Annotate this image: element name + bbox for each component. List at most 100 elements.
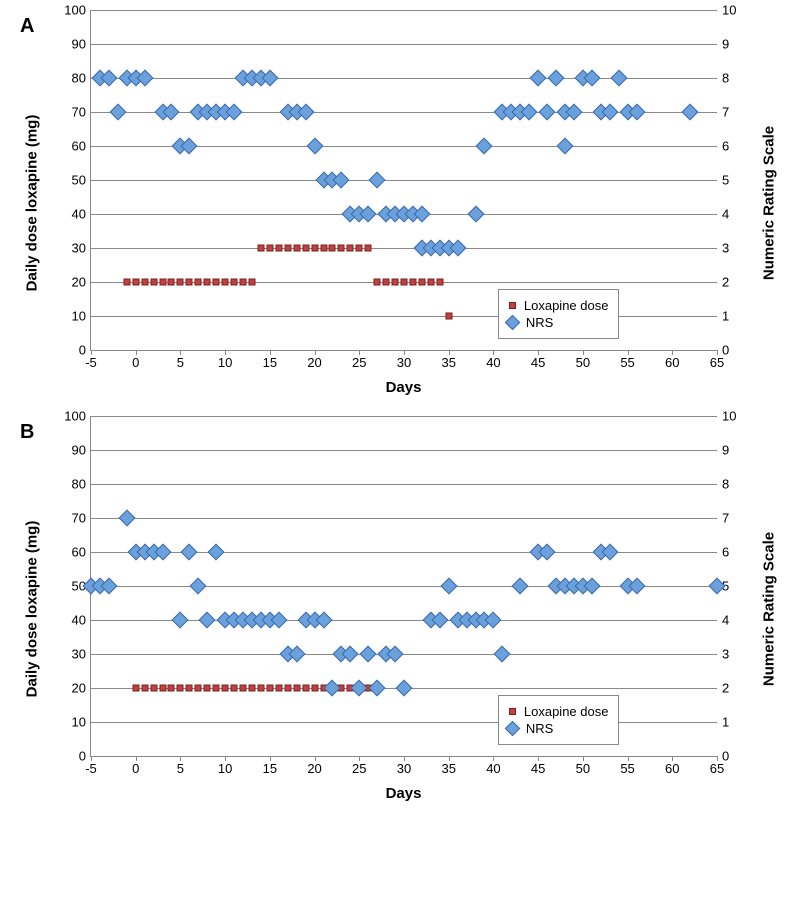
legend-label: Loxapine dose (524, 704, 609, 719)
data-point (204, 685, 211, 692)
x-tick: 15 (263, 761, 277, 776)
data-point (311, 685, 318, 692)
legend-label: NRS (526, 315, 553, 330)
data-point (396, 680, 413, 697)
square-icon (509, 708, 516, 715)
legend-label: NRS (526, 721, 553, 736)
data-point (320, 245, 327, 252)
data-point (141, 279, 148, 286)
y-tick-right: 9 (722, 443, 742, 458)
data-point (556, 138, 573, 155)
data-point (186, 279, 193, 286)
data-point (231, 685, 238, 692)
y-tick-left: 60 (61, 545, 86, 560)
legend-item: NRS (509, 315, 609, 330)
data-point (248, 279, 255, 286)
y-axis-label-left: Daily dose loxapine (mg) (24, 78, 41, 328)
x-tick: -5 (85, 355, 97, 370)
data-point (195, 685, 202, 692)
data-point (284, 245, 291, 252)
panel-label: A (20, 15, 34, 38)
x-axis-label: Days (90, 379, 717, 396)
x-tick: 0 (132, 355, 139, 370)
x-axis-label: Days (90, 785, 717, 802)
y-tick-right: 3 (722, 647, 742, 662)
y-tick-left: 0 (61, 749, 86, 764)
x-tick: 30 (397, 355, 411, 370)
y-tick-left: 40 (61, 207, 86, 222)
square-icon (509, 302, 516, 309)
data-point (360, 646, 377, 663)
data-point (512, 578, 529, 595)
x-tick: 25 (352, 761, 366, 776)
y-tick-right: 1 (722, 309, 742, 324)
x-tick: 15 (263, 355, 277, 370)
data-point (168, 685, 175, 692)
plot-area: 0102030405060708090100012345678910-50510… (90, 416, 717, 757)
y-tick-left: 90 (61, 37, 86, 52)
y-tick-right: 1 (722, 715, 742, 730)
gridline (91, 44, 717, 45)
data-point (159, 685, 166, 692)
data-point (324, 680, 341, 697)
x-tick: 5 (177, 355, 184, 370)
data-point (204, 279, 211, 286)
data-point (118, 510, 135, 527)
y-tick-left: 10 (61, 309, 86, 324)
data-point (257, 685, 264, 692)
data-point (418, 279, 425, 286)
diamond-icon (505, 315, 521, 331)
data-point (311, 245, 318, 252)
y-tick-left: 70 (61, 105, 86, 120)
y-tick-right: 4 (722, 613, 742, 628)
data-point (266, 685, 273, 692)
y-tick-left: 90 (61, 443, 86, 458)
y-tick-left: 100 (61, 3, 86, 18)
chart-panel: BDaily dose loxapine (mg)Numeric Rating … (10, 416, 777, 802)
data-point (132, 685, 139, 692)
data-point (123, 279, 130, 286)
data-point (436, 279, 443, 286)
y-tick-right: 9 (722, 37, 742, 52)
x-tick: 65 (710, 761, 724, 776)
legend: Loxapine dose NRS (498, 695, 620, 745)
plot-area: 0102030405060708090100012345678910-50510… (90, 10, 717, 351)
data-point (213, 279, 220, 286)
data-point (494, 646, 511, 663)
gridline (91, 518, 717, 519)
y-tick-left: 40 (61, 613, 86, 628)
data-point (284, 685, 291, 692)
data-point (548, 70, 565, 87)
y-tick-right: 10 (722, 409, 742, 424)
y-tick-right: 8 (722, 71, 742, 86)
y-tick-right: 8 (722, 477, 742, 492)
gridline (91, 484, 717, 485)
legend-item: Loxapine dose (509, 704, 609, 719)
data-point (199, 612, 216, 629)
gridline (91, 416, 717, 417)
data-point (306, 138, 323, 155)
data-point (467, 206, 484, 223)
panel-label: B (20, 421, 34, 444)
data-point (338, 245, 345, 252)
x-tick: 55 (620, 761, 634, 776)
data-point (351, 680, 368, 697)
legend-item: Loxapine dose (509, 298, 609, 313)
data-point (530, 70, 547, 87)
x-tick: 10 (218, 355, 232, 370)
data-point (365, 245, 372, 252)
data-point (231, 279, 238, 286)
x-tick: -5 (85, 761, 97, 776)
x-tick: 55 (620, 355, 634, 370)
data-point (369, 172, 386, 189)
gridline (91, 654, 717, 655)
data-point (240, 279, 247, 286)
data-point (401, 279, 408, 286)
x-tick: 10 (218, 761, 232, 776)
y-tick-left: 60 (61, 139, 86, 154)
x-tick: 20 (307, 355, 321, 370)
x-tick: 0 (132, 761, 139, 776)
chart-panel: ADaily dose loxapine (mg)Numeric Rating … (10, 10, 777, 396)
y-tick-right: 3 (722, 241, 742, 256)
y-tick-right: 10 (722, 3, 742, 18)
